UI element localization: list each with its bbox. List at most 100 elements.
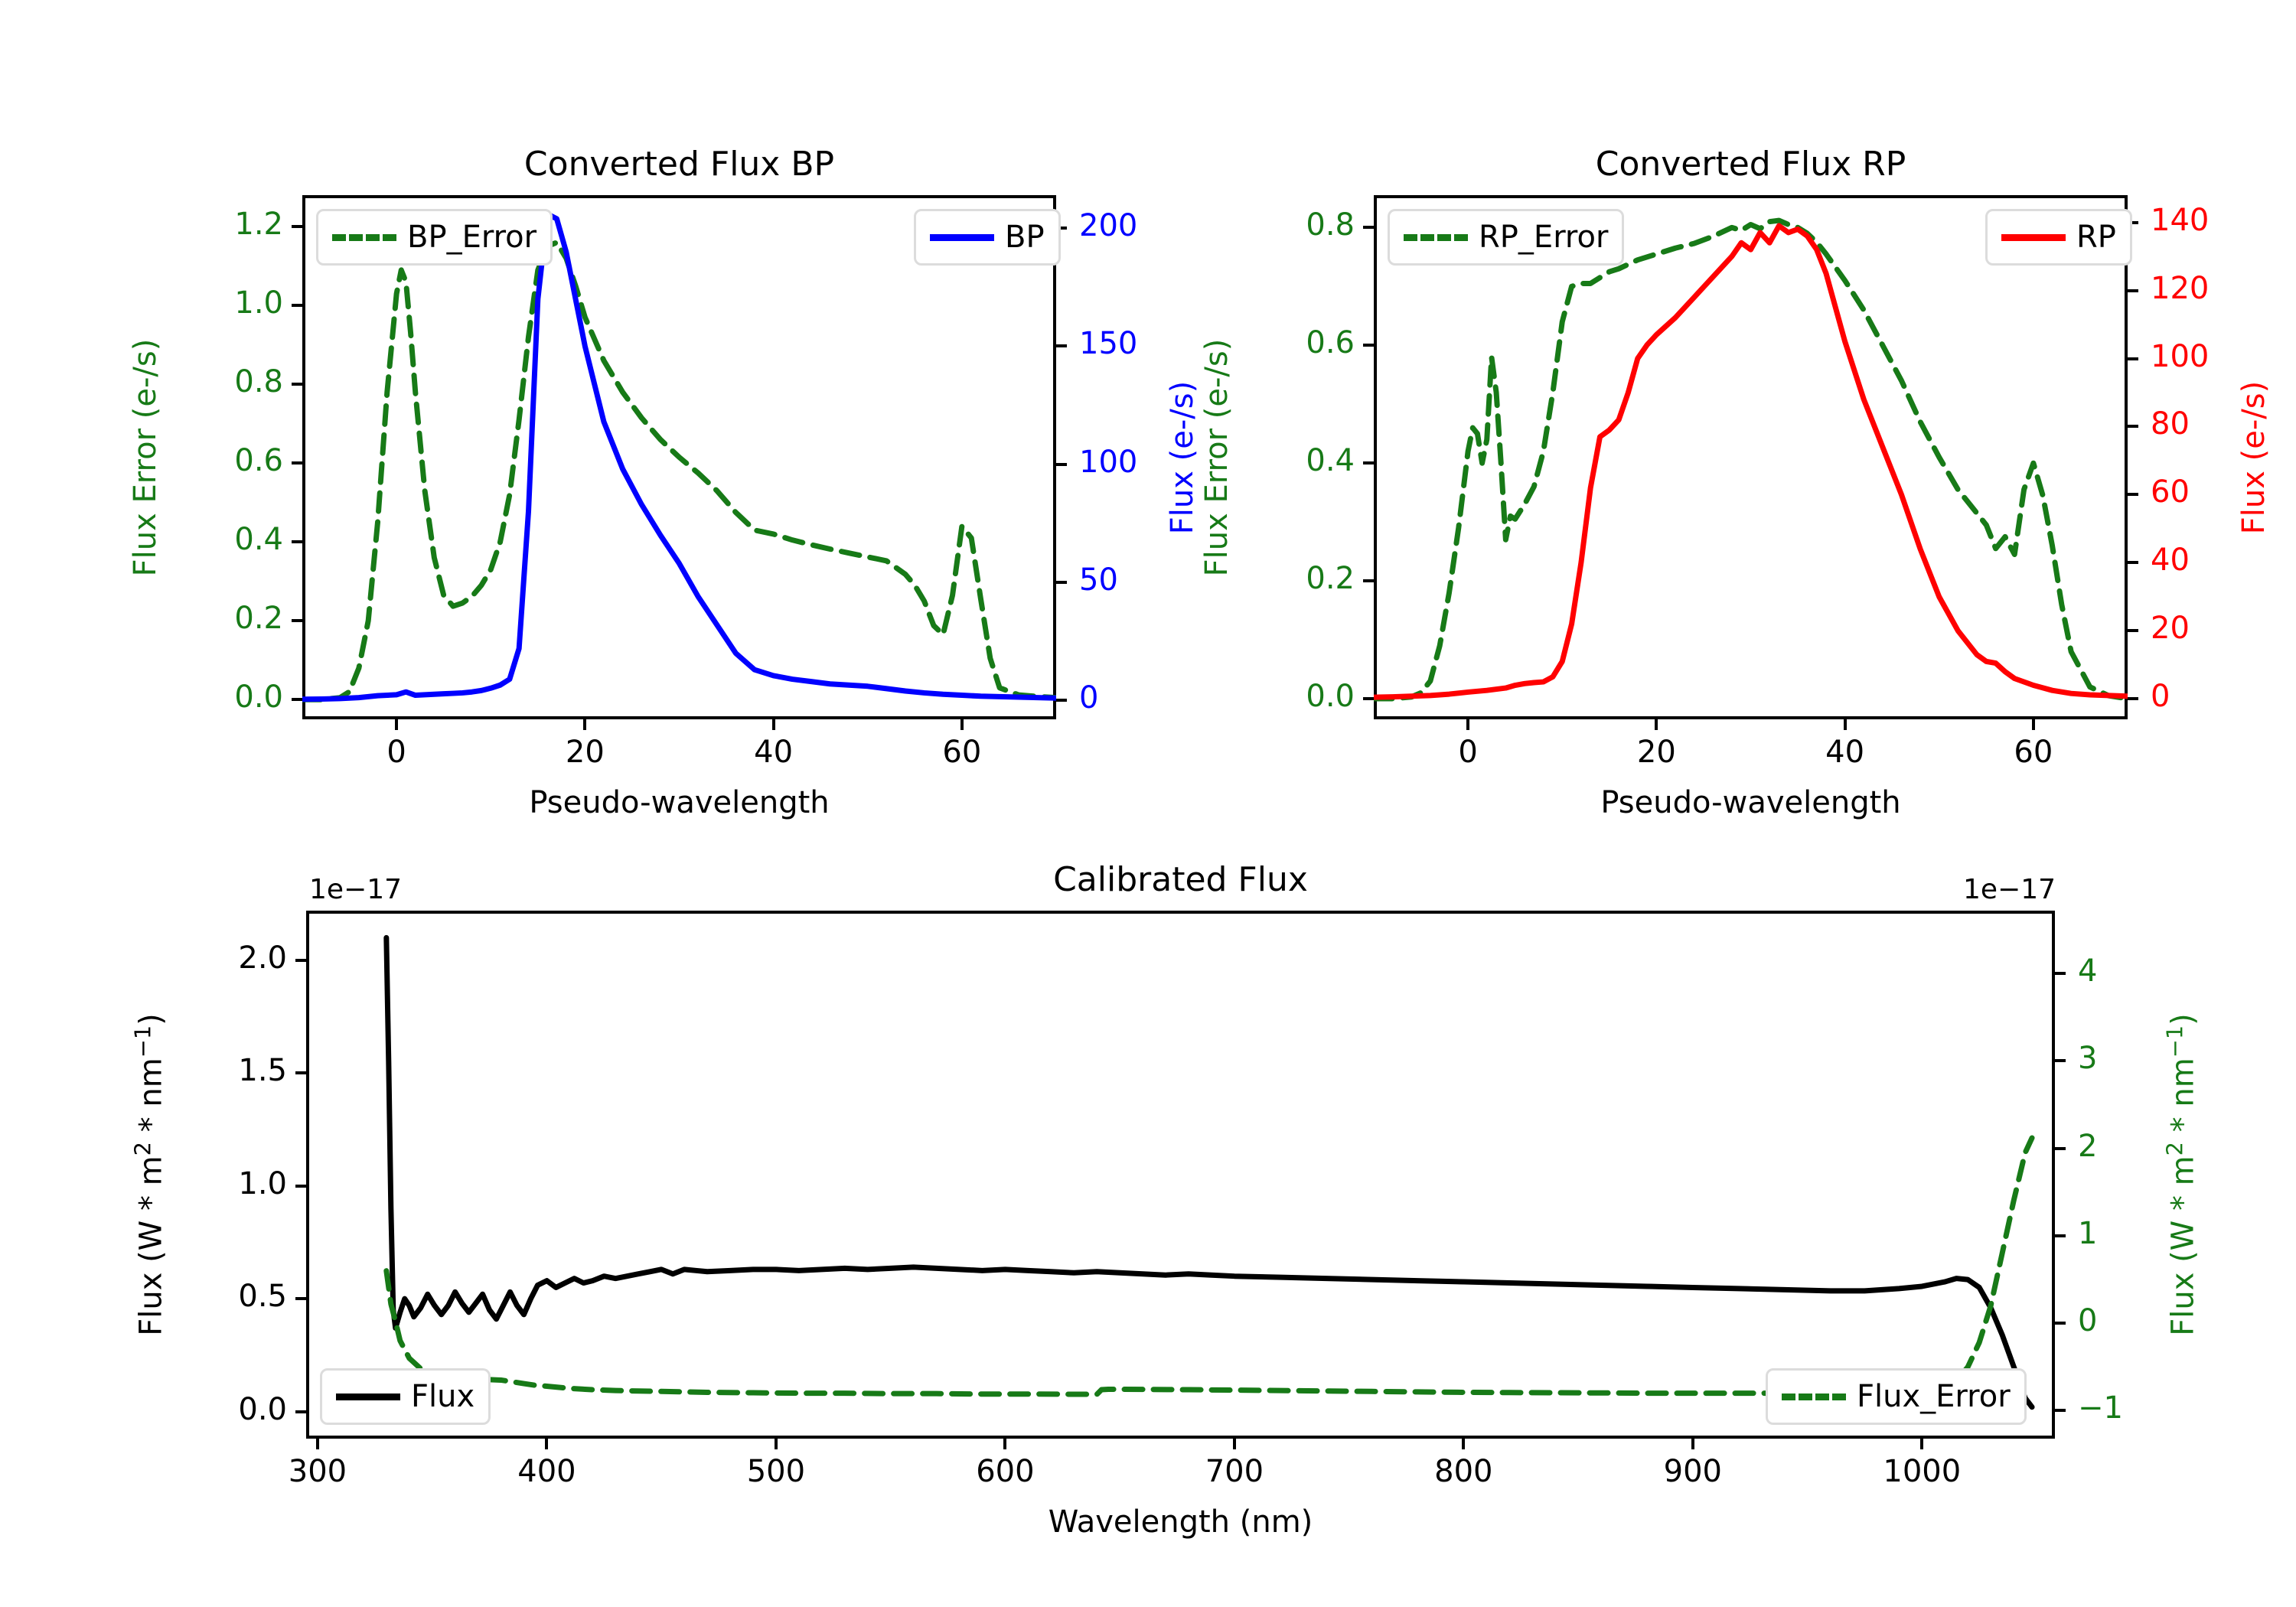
ytick-right-mark-converted-flux-bp-3 [1056,344,1067,348]
ytick-left-calibrated-flux-2: 1.0 [238,1165,287,1201]
ytick-right-mark-converted-flux-rp-5 [2128,357,2138,360]
ytick-left-mark-converted-flux-rp-3 [1363,344,1374,347]
xtick-converted-flux-rp-2: 40 [1825,735,1865,770]
ytick-left-mark-converted-flux-rp-0 [1363,697,1374,701]
ytick-left-mark-converted-flux-bp-5 [292,304,302,308]
xtick-calibrated-flux-2: 500 [746,1454,806,1489]
ytick-right-converted-flux-rp-3: 60 [2151,474,2190,510]
legend-label-rp: RP [2076,220,2116,255]
xtick-calibrated-flux-7: 1000 [1883,1454,1962,1489]
legend-bp[interactable]: BP [914,209,1061,266]
ytick-right-mark-calibrated-flux-2 [2055,1234,2066,1237]
xtick-mark-calibrated-flux-2 [774,1439,778,1449]
ytick-right-mark-converted-flux-bp-1 [1056,581,1067,585]
chart-title-converted-flux-bp: Converted Flux BP [523,145,835,184]
xtick-calibrated-flux-5: 800 [1434,1454,1493,1489]
exponent-label-right: 1e−17 [1963,874,2056,905]
ytick-left-converted-flux-rp-0: 0.0 [1306,679,1355,715]
legend-swatch-rp [2001,233,2066,241]
ytick-right-mark-converted-flux-bp-4 [1056,227,1067,230]
ytick-right-converted-flux-rp-1: 20 [2151,611,2190,647]
ytick-right-converted-flux-rp-0: 0 [2151,679,2170,715]
xtick-calibrated-flux-1: 400 [517,1454,576,1489]
ytick-right-calibrated-flux-4: 3 [2078,1041,2098,1077]
legend-label-bp-error: BP_Error [407,220,537,255]
xtick-converted-flux-bp-2: 40 [754,735,794,770]
ytick-right-calibrated-flux-0: −1 [2078,1390,2123,1426]
ytick-left-mark-converted-flux-rp-4 [1363,226,1374,230]
series-rp [1374,223,2128,700]
xaxis-label-converted-flux-rp: Pseudo-wavelength [1600,785,1901,820]
legend-swatch-flux [336,1393,400,1400]
ytick-left-converted-flux-bp-4: 0.8 [234,364,283,400]
ytick-left-mark-calibrated-flux-3 [295,1071,306,1075]
legend-bp-error[interactable]: BP_Error [316,209,553,266]
ytick-right-calibrated-flux-2: 1 [2078,1215,2098,1251]
ytick-right-converted-flux-rp-5: 100 [2151,338,2210,374]
series-rp-error [1374,217,2128,702]
ytick-left-mark-calibrated-flux-4 [295,958,306,962]
ytick-right-converted-flux-bp-3: 150 [1079,326,1138,362]
ytick-right-mark-converted-flux-rp-2 [2128,561,2138,565]
legend-rp-error[interactable]: RP_Error [1388,209,1625,266]
xtick-mark-calibrated-flux-4 [1232,1439,1236,1449]
ytick-left-converted-flux-rp-1: 0.2 [1306,561,1355,597]
ytick-left-mark-converted-flux-bp-2 [292,540,302,544]
ytick-right-mark-calibrated-flux-5 [2055,972,2066,976]
ytick-left-mark-converted-flux-bp-3 [292,461,302,465]
plot-frame-converted-flux-rp [1374,195,2128,719]
ytick-right-mark-converted-flux-rp-4 [2128,425,2138,429]
ytick-right-calibrated-flux-3: 2 [2078,1128,2098,1164]
chart-title-calibrated-flux: Calibrated Flux [1053,860,1308,899]
ytick-right-converted-flux-rp-7: 140 [2151,202,2210,238]
xtick-converted-flux-rp-0: 0 [1458,735,1478,770]
legend-swatch-bp [930,233,994,241]
xaxis-label-converted-flux-bp: Pseudo-wavelength [529,785,830,820]
ytick-right-converted-flux-bp-1: 50 [1079,562,1118,598]
ytick-right-mark-converted-flux-rp-6 [2128,288,2138,292]
ytick-left-mark-calibrated-flux-2 [295,1184,306,1188]
xtick-mark-converted-flux-rp-1 [1655,719,1658,730]
ytick-right-converted-flux-rp-2: 40 [2151,543,2190,579]
xtick-converted-flux-bp-1: 20 [565,735,605,770]
ytick-left-converted-flux-bp-1: 0.2 [234,601,283,637]
legend-swatch-rp-error [1404,233,1468,241]
ytick-left-converted-flux-rp-2: 0.4 [1306,443,1355,479]
ytick-left-converted-flux-rp-3: 0.6 [1306,325,1355,361]
series-flux-error [383,1135,2035,1397]
ytick-right-mark-converted-flux-rp-7 [2128,220,2138,224]
xtick-mark-calibrated-flux-3 [1003,1439,1007,1449]
legend-flux[interactable]: Flux [320,1368,491,1425]
legend-swatch-bp-error [332,233,396,241]
ytick-left-calibrated-flux-3: 1.5 [238,1053,287,1089]
ytick-right-calibrated-flux-5: 4 [2078,953,2098,989]
xtick-mark-calibrated-flux-7 [1920,1439,1924,1449]
ytick-right-converted-flux-bp-4: 200 [1079,208,1138,244]
legend-flux-error[interactable]: Flux_Error [1766,1368,2027,1425]
plot-frame-converted-flux-bp [302,195,1056,719]
ytick-right-converted-flux-rp-6: 120 [2151,270,2210,306]
ytick-left-calibrated-flux-4: 2.0 [238,940,287,976]
legend-rp[interactable]: RP [1985,209,2132,266]
xtick-mark-converted-flux-bp-0 [395,719,399,730]
ytick-left-mark-converted-flux-rp-1 [1363,579,1374,583]
xtick-calibrated-flux-4: 700 [1205,1454,1264,1489]
xtick-converted-flux-bp-0: 0 [386,735,406,770]
ytick-right-mark-calibrated-flux-1 [2055,1322,2066,1325]
xtick-mark-calibrated-flux-0 [315,1439,319,1449]
xtick-mark-converted-flux-rp-3 [2031,719,2035,730]
ytick-right-mark-calibrated-flux-4 [2055,1059,2066,1063]
xtick-mark-converted-flux-rp-2 [1843,719,1847,730]
ytick-right-mark-calibrated-flux-0 [2055,1409,2066,1413]
xaxis-label-calibrated-flux: Wavelength (nm) [1048,1504,1313,1540]
xtick-converted-flux-bp-3: 60 [942,735,982,770]
xtick-calibrated-flux-3: 600 [976,1454,1035,1489]
ytick-left-mark-converted-flux-bp-1 [292,619,302,623]
series-bp-error [302,240,1056,702]
xtick-mark-calibrated-flux-5 [1462,1439,1466,1449]
ytick-right-mark-converted-flux-rp-3 [2128,493,2138,497]
ytick-right-converted-flux-bp-2: 100 [1079,444,1138,480]
